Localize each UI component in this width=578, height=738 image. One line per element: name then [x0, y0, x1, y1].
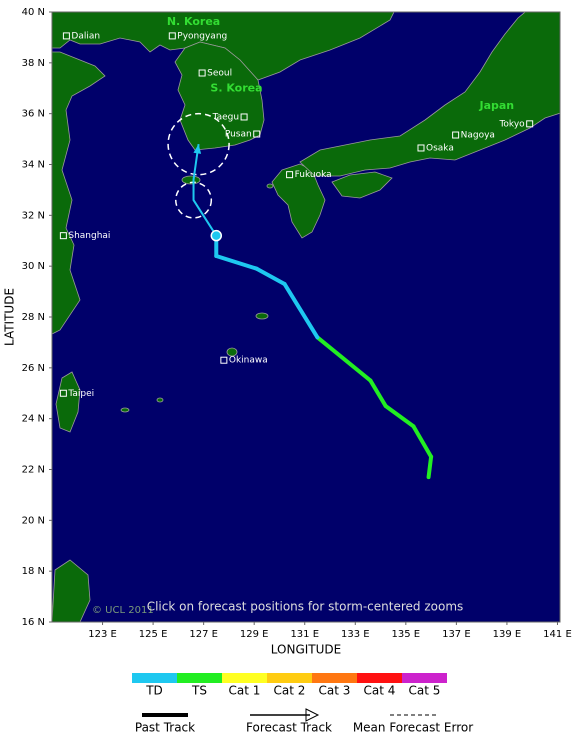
- past-track-segment: [254, 266, 287, 286]
- x-tick-label: 131 E: [290, 629, 319, 640]
- city-label: Pyongyang: [177, 31, 227, 41]
- city-marker: [198, 69, 206, 77]
- intensity-label: Cat 2: [274, 684, 306, 698]
- city-marker: [62, 32, 70, 40]
- city-marker: [253, 130, 261, 138]
- x-tick-label: 141 E: [543, 629, 572, 640]
- y-tick-label: 36 N: [22, 109, 45, 120]
- y-tick-label: 38 N: [22, 58, 45, 69]
- y-tick-label: 20 N: [22, 515, 45, 526]
- x-tick-label: 135 E: [392, 629, 421, 640]
- x-tick-label: 133 E: [341, 629, 370, 640]
- past-track-segment: [214, 254, 259, 271]
- city-marker: [220, 356, 228, 364]
- past-track-segment: [368, 378, 388, 408]
- region-label: S. Korea: [210, 81, 262, 94]
- y-tick-label: 28 N: [22, 312, 45, 323]
- y-tick-label: 34 N: [22, 160, 45, 171]
- x-tick-label: 137 E: [442, 629, 471, 640]
- city-label: Seoul: [207, 69, 232, 79]
- y-tick-label: 26 N: [22, 363, 45, 374]
- city-label: Taegu: [212, 112, 239, 122]
- city-label: Tokyo: [498, 119, 525, 129]
- forecast-track: [192, 144, 218, 237]
- intensity-label: TD: [145, 684, 163, 698]
- intensity-label: Cat 1: [229, 684, 261, 698]
- y-axis-title: LATITUDE: [3, 288, 17, 346]
- past-track-segment: [315, 335, 373, 383]
- city-label: Osaka: [426, 143, 454, 153]
- y-tick-label: 18 N: [22, 566, 45, 577]
- x-tick-label: 129 E: [240, 629, 269, 640]
- x-axis-title: LONGITUDE: [271, 643, 341, 657]
- y-tick-label: 16 N: [22, 617, 45, 628]
- current-position: [210, 229, 223, 242]
- past-track-segment: [383, 403, 416, 429]
- intensity-swatch: [222, 673, 267, 683]
- city-marker: [452, 131, 460, 139]
- past-track-segment: [426, 454, 434, 480]
- intensity-swatch: [357, 673, 402, 683]
- intensity-label: Cat 3: [319, 684, 351, 698]
- y-tick-label: 22 N: [22, 465, 45, 476]
- region-label: N. Korea: [167, 15, 220, 28]
- intensity-label: Cat 5: [409, 684, 441, 698]
- forecast-track-legend-arrow: [305, 708, 320, 722]
- city-marker: [240, 113, 248, 121]
- city-label: Dalian: [71, 31, 100, 41]
- region-label: Japan: [478, 99, 514, 112]
- past-track-segment: [282, 281, 320, 340]
- city-marker: [286, 171, 294, 179]
- error-label: Mean Forecast Error: [353, 721, 473, 735]
- y-tick-label: 40 N: [22, 7, 45, 18]
- intensity-label: Cat 4: [364, 684, 396, 698]
- city-label: Pusan: [225, 130, 252, 140]
- y-tick-label: 30 N: [22, 261, 45, 272]
- x-tick-label: 125 E: [139, 629, 168, 640]
- city-marker: [59, 232, 67, 240]
- city-label: Shanghai: [68, 231, 110, 241]
- intensity-swatch: [402, 673, 447, 683]
- past-track-label: Past Track: [135, 721, 195, 735]
- intensity-swatch: [267, 673, 312, 683]
- x-tick-label: 123 E: [88, 629, 117, 640]
- copyright: © UCL 2011: [92, 605, 154, 616]
- y-tick-label: 32 N: [22, 210, 45, 221]
- city-marker: [417, 144, 425, 152]
- city-marker: [59, 389, 67, 397]
- city-label: Nagoya: [461, 131, 495, 141]
- forecast-error-circle: [167, 112, 230, 176]
- map-overlay: N. Korea S. Korea Japan Dalian Pyongyang Seou…: [59, 15, 534, 480]
- land: [52, 12, 560, 622]
- intensity-swatch: [132, 673, 177, 683]
- city-marker: [526, 120, 534, 128]
- intensity-swatch: [312, 673, 357, 683]
- past-track-segment: [411, 424, 434, 459]
- intensity-label: TS: [191, 684, 207, 698]
- x-tick-label: 127 E: [189, 629, 218, 640]
- intensity-swatch: [177, 673, 222, 683]
- city-label: Okinawa: [229, 356, 268, 366]
- city-label: Fukuoka: [295, 170, 332, 180]
- x-tick-label: 139 E: [493, 629, 522, 640]
- forecast-track-label: Forecast Track: [246, 721, 332, 735]
- city-label: Taipei: [67, 389, 94, 399]
- city-marker: [168, 32, 176, 40]
- note[interactable]: Click on forecast positions for storm-ce…: [147, 600, 464, 614]
- y-tick-label: 24 N: [22, 414, 45, 425]
- forecast-arrowhead: [193, 144, 202, 154]
